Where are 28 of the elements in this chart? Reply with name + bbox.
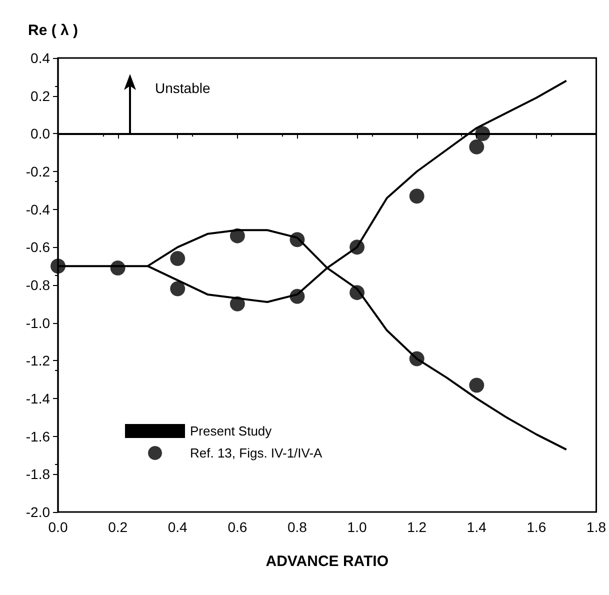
y-tick-label: -1.2	[26, 352, 50, 369]
y-tick-label: -0.8	[26, 277, 50, 293]
x-tick-label: 0.8	[287, 519, 308, 535]
y-tick-label: -0.6	[26, 239, 50, 256]
y-tick-label: 0.2	[30, 88, 50, 104]
x-tick-label: 0.6	[228, 519, 248, 535]
x-axis-title: ADVANCE RATIO	[266, 553, 389, 570]
legend-label: Ref. 13, Figs. IV-1/IV-A	[190, 446, 323, 460]
x-tick-label: 0.2	[108, 519, 128, 535]
y-tick-label: -1.4	[26, 390, 50, 406]
y-tick-label: -2.0	[26, 504, 50, 520]
y-tick-label: -0.4	[26, 201, 50, 218]
annotation: Unstable	[155, 80, 210, 96]
x-tick-label: 1.8	[586, 519, 606, 535]
y-axis-title: Re ( λ )	[28, 22, 78, 39]
y-tick-label: -1.0	[26, 314, 50, 331]
y-tick-label: 0.4	[30, 50, 50, 66]
y-tick-label: 0.0	[30, 126, 50, 142]
y-tick-label: -0.2	[26, 164, 50, 180]
x-tick-label: 1.4	[466, 519, 487, 535]
x-tick-label: 1.0	[347, 519, 367, 535]
x-tick-label: 0.0	[48, 519, 68, 535]
y-tick-label: -1.6	[26, 428, 50, 444]
y-tick-label: -1.8	[26, 466, 50, 482]
x-tick-label: 1.2	[407, 519, 427, 535]
x-tick-label: 0.4	[168, 519, 188, 535]
x-tick-label: 1.6	[526, 519, 546, 535]
legend-label: Present Study	[190, 424, 272, 438]
